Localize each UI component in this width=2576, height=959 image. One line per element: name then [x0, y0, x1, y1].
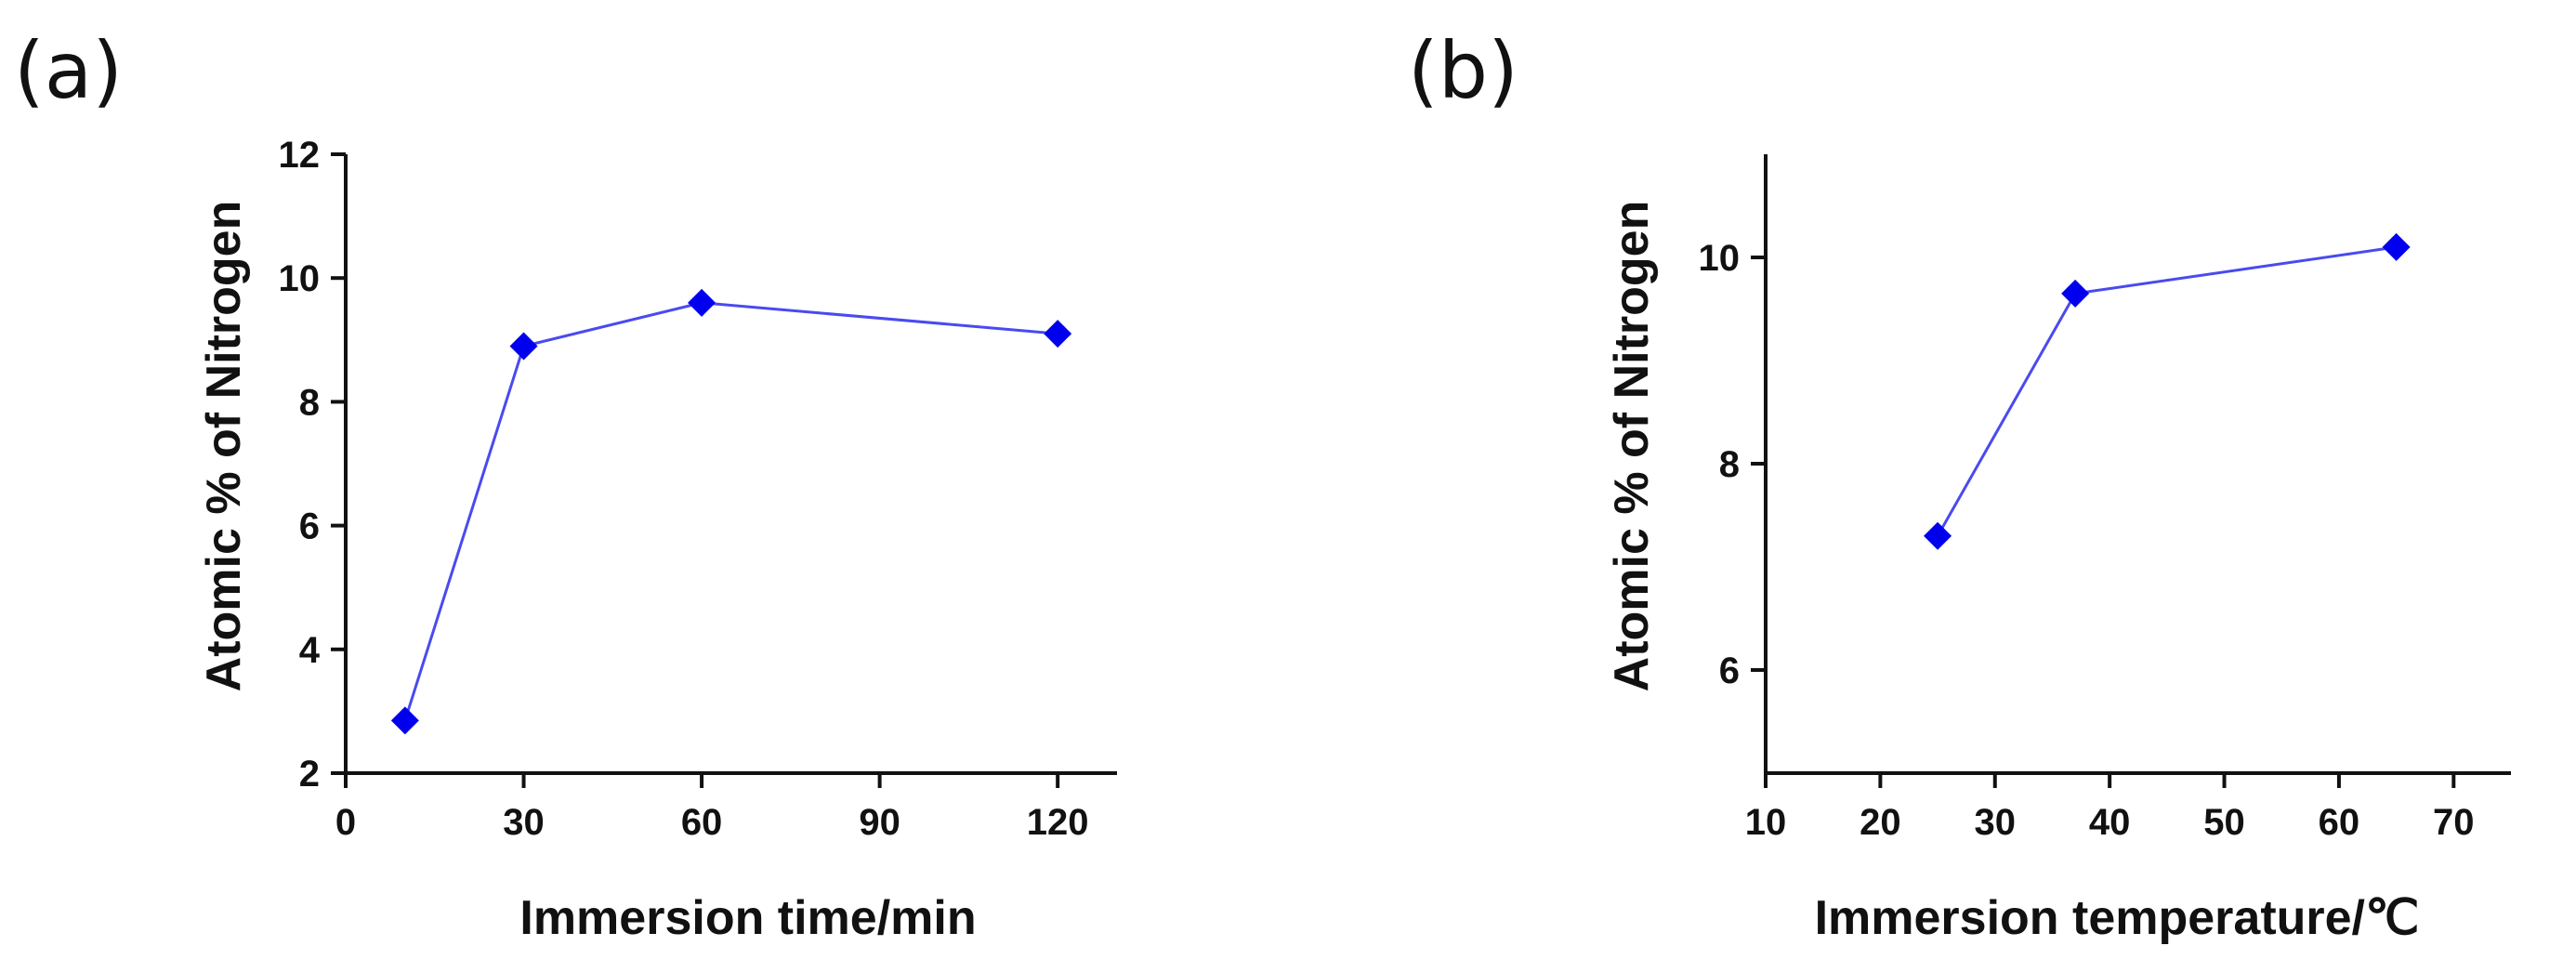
panel-a-y-axis-title: Atomic % of Nitrogen [197, 201, 251, 692]
panel-b-x-tick-label: 10 [1745, 802, 1787, 843]
panel-a-data-point [1044, 320, 1072, 348]
panel-a-data-point [509, 332, 538, 361]
chart-panel-b: (b) Immersion temperature/℃ Atomic % of … [1408, 25, 2511, 945]
panel-b-x-tick-label: 30 [1975, 802, 2017, 843]
panel-a-label: (a) [14, 25, 123, 116]
chart-panel-a: (a) Immersion time/min Atomic % of Nitro… [14, 25, 1117, 945]
panel-a-x-tick-label: 0 [335, 802, 356, 843]
panel-a-x-tick-label: 30 [503, 802, 545, 843]
panel-b-x-tick-label: 70 [2433, 802, 2475, 843]
panel-a-x-tick-label: 60 [681, 802, 723, 843]
panel-b-data-point [1924, 521, 1952, 550]
panel-a-x-tick-label: 90 [859, 802, 900, 843]
panel-a-y-tick-label: 8 [299, 382, 320, 423]
panel-b-x-axis-title: Immersion temperature/℃ [1815, 891, 2420, 945]
panel-b-y-tick-label: 6 [1719, 650, 1740, 691]
panel-b-y-axis-title: Atomic % of Nitrogen [1605, 201, 1659, 692]
panel-a-y-tick-label: 2 [299, 754, 320, 795]
panel-b-data-point [2382, 232, 2411, 261]
panel-b-x-tick-label: 50 [2203, 802, 2245, 843]
panel-a-y-tick-label: 4 [299, 630, 321, 671]
panel-a-x-axis-title: Immersion time/min [519, 891, 976, 945]
panel-b-x-tick-label: 40 [2089, 802, 2131, 843]
panel-a-y-tick-label: 12 [279, 135, 321, 176]
panel-a-y-tick-label: 6 [299, 506, 320, 547]
panel-b-data-point [2061, 279, 2090, 308]
panel-b-x-tick-label: 20 [1860, 802, 1901, 843]
panel-a-x-tick-label: 120 [1027, 802, 1089, 843]
panel-b-y-tick-label: 10 [1699, 238, 1741, 279]
panel-b-x-tick-label: 60 [2319, 802, 2360, 843]
panel-a-series-line [403, 301, 1058, 721]
panel-b-y-tick-label: 8 [1719, 444, 1740, 485]
panel-b-label: (b) [1408, 25, 1518, 116]
panel-a-data-point [390, 706, 419, 735]
panel-a-y-tick-label: 10 [279, 258, 321, 299]
panel-b-series-line [1936, 245, 2397, 537]
panel-a-data-point [688, 288, 716, 317]
